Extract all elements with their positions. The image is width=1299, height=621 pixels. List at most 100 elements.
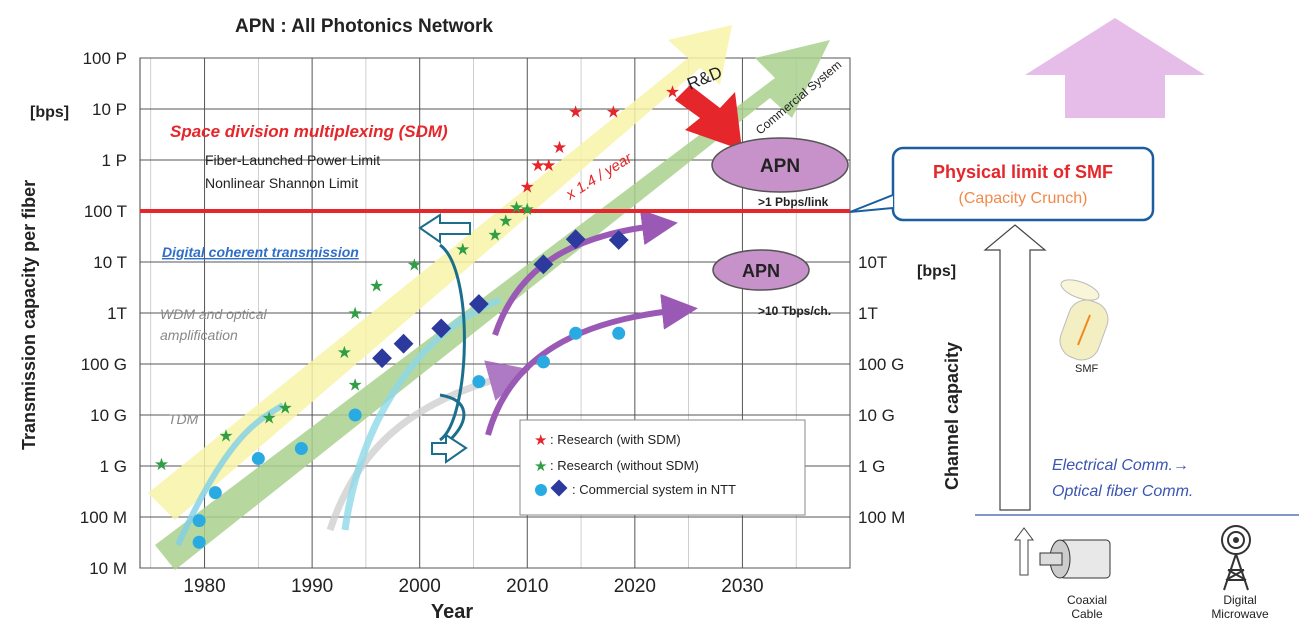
apn-link-caption: >1 Pbps/link	[758, 195, 829, 209]
y-tick-label: 1 P	[101, 151, 127, 170]
limit-box	[891, 146, 1155, 222]
data-point-series-0: ★	[530, 156, 545, 176]
x-tick-label: 2010	[506, 576, 548, 597]
y2-tick-label: 1T	[858, 304, 878, 323]
data-point-series-3	[372, 348, 392, 369]
data-point-series-1: ★	[218, 426, 233, 446]
limit-subtitle: (Capacity Crunch)	[959, 190, 1088, 207]
hollow-arrow-left	[418, 213, 471, 244]
purple-curve-1	[492, 209, 678, 336]
apn-channel-label: APN	[742, 261, 780, 281]
data-point-series-0: ★	[552, 138, 567, 158]
data-point-series-1: ★	[498, 212, 513, 232]
y-tick-label: 10 M	[89, 559, 127, 578]
y2-axis-title: Channel capacity	[942, 342, 962, 490]
apn-link-label: APN	[760, 156, 800, 177]
y-tick-label: 100 G	[81, 355, 127, 374]
data-point-series-1: ★	[487, 225, 502, 245]
data-point-series-1: ★	[509, 198, 524, 218]
teal-loop	[439, 243, 466, 442]
smf-label: SMF	[1075, 363, 1099, 375]
small-up-arrow	[1014, 527, 1034, 576]
data-point-series-2	[294, 442, 308, 456]
x-tick-labels: 1980 1990 2000 2010 2020 2030	[183, 576, 763, 597]
tdm-curve	[175, 402, 285, 547]
legend-marker-circle	[535, 484, 547, 496]
data-point-series-2	[348, 408, 362, 422]
data-point-series-1: ★	[520, 200, 535, 220]
right-panel: Physical limit of SMF (Capacity Crunch) …	[849, 18, 1299, 621]
pink-up-arrow	[1025, 18, 1205, 118]
data-point-series-1: ★	[348, 375, 363, 395]
y-tick-label: 1 G	[100, 457, 127, 476]
hollow-arrow-right	[431, 433, 468, 464]
legend: ★ : Research (with SDM) ★ : Research (wi…	[519, 419, 806, 516]
microwave-label-1: Digital	[1223, 593, 1256, 607]
data-point-series-0: ★	[541, 156, 556, 176]
legend-marker-nosdm: ★	[534, 457, 547, 475]
smf-fiber-icon	[1059, 279, 1109, 361]
rd-arrow	[675, 85, 742, 150]
data-point-series-3	[468, 294, 489, 314]
comm-label-2: Optical fiber Comm.	[1052, 483, 1193, 500]
wdm-annotation-1: WDM and optical	[160, 306, 267, 322]
white-up-arrow	[983, 224, 1047, 511]
coax-label-2: Cable	[1071, 607, 1103, 621]
y-axis-title: Transmission capacity per fiber	[19, 180, 39, 450]
data-point-series-2	[569, 326, 583, 340]
apn-ellipse-link	[711, 137, 849, 193]
y-tick-label: 100 T	[84, 202, 127, 221]
y2-tick-label: 100 G	[858, 355, 904, 374]
data-point-series-2	[192, 514, 206, 528]
legend-label-commercial: : Commercial system in NTT	[572, 482, 736, 497]
data-point-series-1: ★	[261, 408, 276, 428]
limit-label-1: Fiber-Launched Power Limit	[205, 152, 380, 168]
legend-box	[519, 419, 806, 516]
y-tick-label: 10 G	[90, 406, 127, 425]
x-tick-label: 1980	[183, 576, 225, 597]
limit-label-2: Nonlinear Shannon Limit	[205, 175, 358, 191]
x-tick-label: 2000	[399, 576, 441, 597]
data-point-series-1: ★	[348, 304, 363, 324]
y-tick-label: 10 P	[92, 100, 127, 119]
y-tick-label: 10 T	[93, 253, 127, 272]
teal-loop-2	[439, 393, 466, 442]
chart-title: APN : All Photonics Network	[235, 16, 493, 37]
x-tick-label: 2030	[721, 576, 763, 597]
microwave-label-2: Microwave	[1211, 607, 1269, 621]
data-point-series-1: ★	[154, 455, 169, 475]
y-unit: [bps]	[30, 104, 69, 121]
data-point-series-0: ★	[568, 102, 583, 122]
data-point-series-2	[192, 535, 206, 549]
data-point-series-0: ★	[520, 178, 535, 198]
y-tick-labels: 10 M 100 M 1 G 10 G 100 G 1T 10 T 100 T 1 P 10 P 1…	[80, 49, 127, 578]
data-point-series-3	[533, 254, 554, 275]
x-tick-label: 2020	[614, 576, 656, 597]
data-point-series-0: ★	[665, 83, 680, 103]
y2-tick-label: 1 G	[858, 457, 885, 476]
data-point-series-2	[251, 452, 265, 466]
data-point-series-0: ★	[606, 102, 621, 122]
coax-label-1: Coaxial	[1067, 593, 1107, 607]
data-point-series-2	[612, 326, 626, 340]
wdm-annotation-2: amplification	[160, 327, 238, 343]
limit-box-pointer	[849, 194, 894, 213]
x-axis-title: Year	[431, 601, 473, 621]
comm-label-1: Electrical Comm.→	[1052, 457, 1189, 474]
data-point-series-1: ★	[407, 255, 422, 275]
rnd-trend-band	[148, 25, 732, 520]
data-point-series-1: ★	[278, 399, 293, 419]
coherent-curve	[341, 296, 502, 531]
data-point-series-1: ★	[369, 276, 384, 296]
data-point-series-1: ★	[455, 240, 470, 260]
data-point-series-3	[431, 318, 452, 339]
legend-label-sdm: : Research (with SDM)	[550, 432, 681, 447]
y2-tick-label: 10 G	[858, 406, 895, 425]
legend-label-nosdm: : Research (without SDM)	[550, 458, 699, 473]
y2-tick-labels: 100 M 1 G 10 G 100 G 1T 10T	[858, 253, 905, 527]
y2-unit: [bps]	[917, 263, 956, 280]
coherent-annotation: Digital coherent transmission	[162, 244, 359, 260]
microwave-tower-icon	[1221, 525, 1251, 591]
sdm-annotation: Space division multiplexing (SDM)	[170, 122, 448, 141]
